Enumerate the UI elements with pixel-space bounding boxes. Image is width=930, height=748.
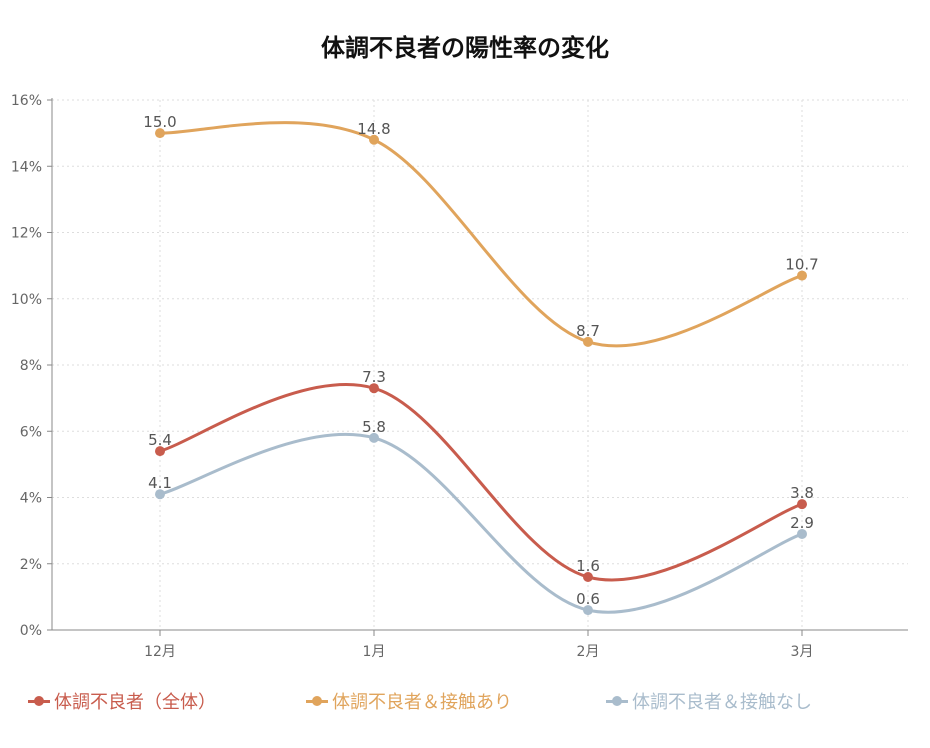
data-point xyxy=(155,446,165,457)
series-line-3 xyxy=(159,432,803,614)
legend-item-3[interactable]: 体調不良者＆接触なし xyxy=(606,688,812,714)
data-label: 8.7 xyxy=(576,322,600,340)
data-point xyxy=(797,528,807,539)
data-point xyxy=(155,489,165,500)
grid xyxy=(52,99,908,630)
chart-title: 体調不良者の陽性率の変化 xyxy=(321,34,609,62)
legend-label: 体調不良者＆接触あり xyxy=(332,692,512,713)
data-label: 5.4 xyxy=(148,431,172,449)
legend-label: 体調不良者＆接触なし xyxy=(632,692,812,713)
series-layer xyxy=(155,121,807,616)
x-tick-label: 2月 xyxy=(577,644,600,660)
data-point xyxy=(583,572,593,582)
y-tick-label: 0% xyxy=(20,623,42,639)
data-point xyxy=(155,128,165,139)
data-point xyxy=(369,383,379,394)
series-line-1 xyxy=(159,382,803,582)
legend-swatch xyxy=(28,694,50,708)
data-label: 3.8 xyxy=(790,484,814,502)
data-point xyxy=(797,499,807,510)
data-label: 4.1 xyxy=(148,474,172,492)
data-point xyxy=(583,336,593,347)
x-tick-label: 12月 xyxy=(144,644,176,660)
line-chart: 0% 2% 4% 6% 8% 10% 12% 14% 16% 12月 1月 2月 3月 5.4 7.3 1.… xyxy=(11,93,908,660)
data-point xyxy=(797,270,807,281)
data-label: 0.6 xyxy=(576,590,600,608)
data-label: 2.9 xyxy=(790,514,814,532)
data-label: 14.8 xyxy=(357,120,390,138)
data-label: 7.3 xyxy=(362,368,386,386)
legend: 体調不良者（全体） 体調不良者＆接触あり 体調不良者＆接触なし xyxy=(0,688,930,718)
data-label: 1.6 xyxy=(576,557,600,575)
x-tick-label: 1月 xyxy=(363,644,386,660)
x-tick-label: 3月 xyxy=(791,644,814,660)
data-label: 15.0 xyxy=(143,113,176,131)
legend-swatch xyxy=(306,694,328,708)
y-tick-label: 4% xyxy=(20,491,42,507)
y-tick-label: 2% xyxy=(20,557,42,573)
data-label: 5.8 xyxy=(362,418,386,436)
series-line-2 xyxy=(159,121,803,348)
data-label: 10.7 xyxy=(785,256,818,274)
data-point xyxy=(369,134,379,145)
y-tick-label: 12% xyxy=(11,226,42,242)
y-tick-label: 6% xyxy=(20,424,42,440)
data-point xyxy=(583,605,593,616)
legend-label: 体調不良者（全体） xyxy=(54,692,216,713)
legend-swatch xyxy=(606,694,628,708)
y-tick-label: 10% xyxy=(11,292,42,308)
data-point xyxy=(369,432,379,443)
data-labels: 5.4 7.3 1.6 3.8 15.0 14.8 8.7 10.7 4.1 5.8 0.6 2.9 xyxy=(143,113,818,608)
legend-item-1[interactable]: 体調不良者（全体） xyxy=(28,688,216,714)
y-tick-label: 8% xyxy=(20,358,42,374)
legend-item-2[interactable]: 体調不良者＆接触あり xyxy=(306,688,512,714)
y-tick-label: 14% xyxy=(11,159,42,175)
y-tick-label: 16% xyxy=(11,93,42,109)
axes: 0% 2% 4% 6% 8% 10% 12% 14% 16% 12月 1月 2月 3月 xyxy=(11,93,908,660)
